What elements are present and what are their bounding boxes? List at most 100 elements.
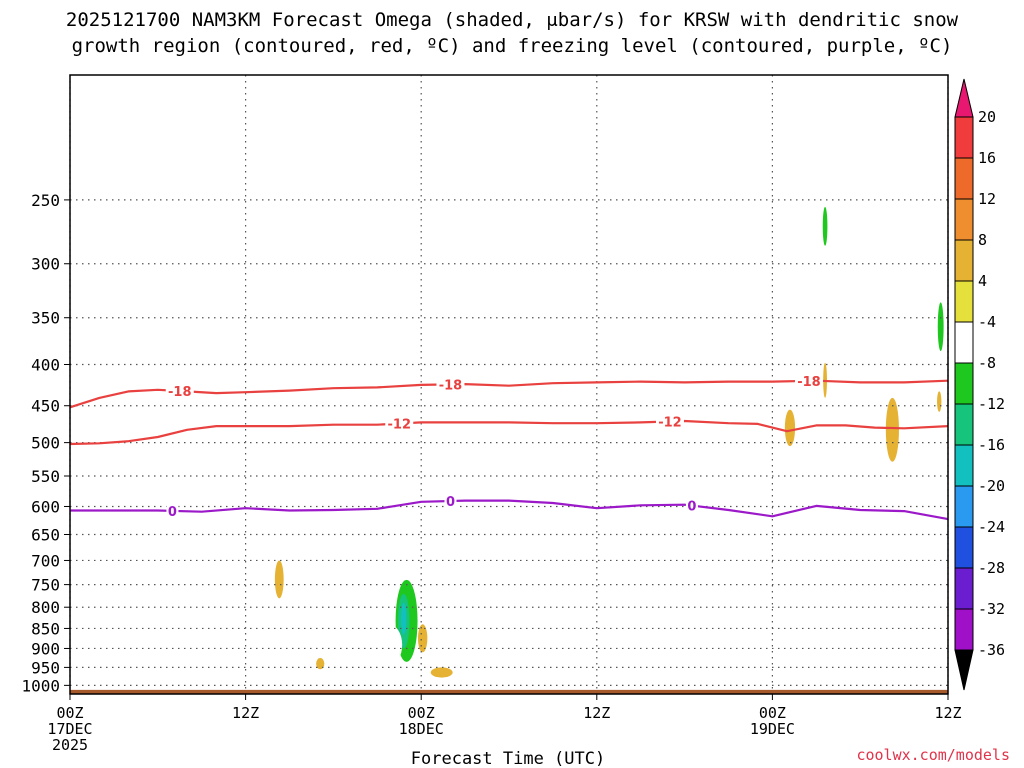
colorbar-bin	[954, 444, 974, 487]
contour-label-bg	[385, 415, 414, 431]
colorbar-label: -32	[978, 600, 1005, 618]
x-tick-label: 00Z	[408, 704, 435, 722]
x-tick-label: 19DEC	[750, 720, 795, 738]
omega-region	[822, 206, 828, 246]
colorbar-label: 16	[978, 149, 996, 167]
colorbar-extend-top	[954, 78, 974, 118]
omega-region	[268, 617, 285, 649]
colorbar-label: -28	[978, 559, 1005, 577]
contour-label: -18	[797, 375, 821, 390]
omega-region	[937, 302, 944, 352]
ground-surface	[70, 689, 948, 694]
y-tick-label: 950	[31, 658, 60, 677]
contour-label-bg	[166, 502, 179, 518]
omega-region	[582, 529, 600, 576]
x-tick-label: 00Z	[56, 704, 83, 722]
x-tick-label: 12Z	[934, 704, 961, 722]
contour-label-bg	[685, 497, 698, 513]
contour-label-bg	[444, 492, 457, 508]
colorbar-bin	[954, 526, 974, 569]
colorbar: 20 16 12 8 4 -4 -8 -12 -16 -20 -24 -28 -32 -36	[954, 78, 1005, 691]
colorbar-label: -20	[978, 477, 1005, 495]
credit-link[interactable]: coolwx.com/models	[856, 746, 1010, 764]
contour-line	[69, 419, 949, 446]
colorbar-bin	[954, 280, 974, 323]
colorbar-bin	[954, 157, 974, 200]
colorbar-label: -24	[978, 518, 1005, 536]
y-tick-label: 550	[31, 467, 60, 486]
contour-line	[70, 499, 949, 521]
omega-region	[401, 602, 407, 635]
colorbar-label: -4	[978, 313, 996, 331]
y-tick-label: 400	[31, 355, 60, 374]
colorbar-label: -12	[978, 395, 1005, 413]
colorbar-extend-bottom	[954, 649, 974, 691]
colorbar-bin	[954, 198, 974, 241]
omega-region	[390, 167, 402, 264]
y-tick-label: 500	[31, 434, 60, 453]
colorbar-bin	[954, 321, 974, 364]
omega-region	[313, 602, 342, 641]
colorbar-label: 20	[978, 108, 996, 126]
contour-label-bg	[655, 413, 684, 429]
x-tick-label: 12Z	[583, 704, 610, 722]
omega-shading-layer	[268, 158, 949, 681]
contour-label: -12	[388, 418, 412, 433]
chart-title-line-2: growth region (contoured, red, ºC) and f…	[72, 35, 953, 57]
y-tick-label: 250	[31, 191, 60, 210]
y-axis: 2503003504004505005506006507007508008509…	[21, 191, 70, 695]
omega-region	[740, 656, 772, 681]
y-tick-label: 450	[31, 397, 60, 416]
omega-region	[430, 667, 453, 678]
contour-label: -18	[168, 385, 192, 400]
omega-region	[316, 658, 325, 670]
contour-label-bg	[165, 383, 194, 399]
colorbar-label: -16	[978, 436, 1005, 454]
colorbar-label: 12	[978, 190, 996, 208]
x-tick-label: 17DEC	[47, 720, 92, 738]
colorbar-bin	[954, 116, 974, 159]
y-tick-label: 1000	[21, 676, 60, 695]
colorbar-bin	[954, 567, 974, 610]
y-tick-label: 600	[31, 497, 60, 516]
omega-region	[885, 397, 899, 462]
x-tick-label: 18DEC	[399, 720, 444, 738]
contour-layer: -18 -18 -18 -12 -12 0 0 0	[69, 372, 949, 521]
y-tick-label: 700	[31, 551, 60, 570]
y-tick-label: 750	[31, 576, 60, 595]
colorbar-label: -36	[978, 641, 1005, 659]
y-tick-label: 900	[31, 639, 60, 658]
omega-region	[274, 560, 284, 599]
colorbar-bin	[954, 485, 974, 528]
contour-label-bg	[436, 376, 465, 392]
x-tick-label: 00Z	[759, 704, 786, 722]
omega-region	[417, 624, 428, 653]
contour-label: 0	[687, 500, 696, 515]
y-tick-label: 800	[31, 598, 60, 617]
x-tick-label: 12Z	[232, 704, 259, 722]
colorbar-label: -8	[978, 354, 996, 372]
y-tick-label: 850	[31, 619, 60, 638]
ground-layer	[70, 689, 948, 694]
colorbar-bin	[954, 403, 974, 446]
contour-label-bg	[794, 372, 823, 388]
colorbar-bin	[954, 239, 974, 282]
colorbar-bin	[954, 362, 974, 405]
plot-frame	[69, 74, 949, 695]
omega-region	[784, 409, 796, 447]
y-tick-label: 650	[31, 526, 60, 545]
contour-label: 0	[168, 505, 177, 520]
colorbar-label: 8	[978, 231, 987, 249]
colorbar-label: 4	[978, 272, 987, 290]
y-tick-label: 300	[31, 255, 60, 274]
contour-label: -18	[439, 378, 463, 393]
y-tick-label: 350	[31, 309, 60, 328]
omega-region	[937, 391, 942, 412]
chart-title-line-1: 2025121700 NAM3KM Forecast Omega (shaded…	[66, 9, 959, 31]
x-axis-label: Forecast Time (UTC)	[411, 749, 605, 768]
x-tick-label: 2025	[52, 736, 88, 754]
omega-region	[375, 624, 403, 666]
contour-label: 0	[446, 495, 455, 510]
